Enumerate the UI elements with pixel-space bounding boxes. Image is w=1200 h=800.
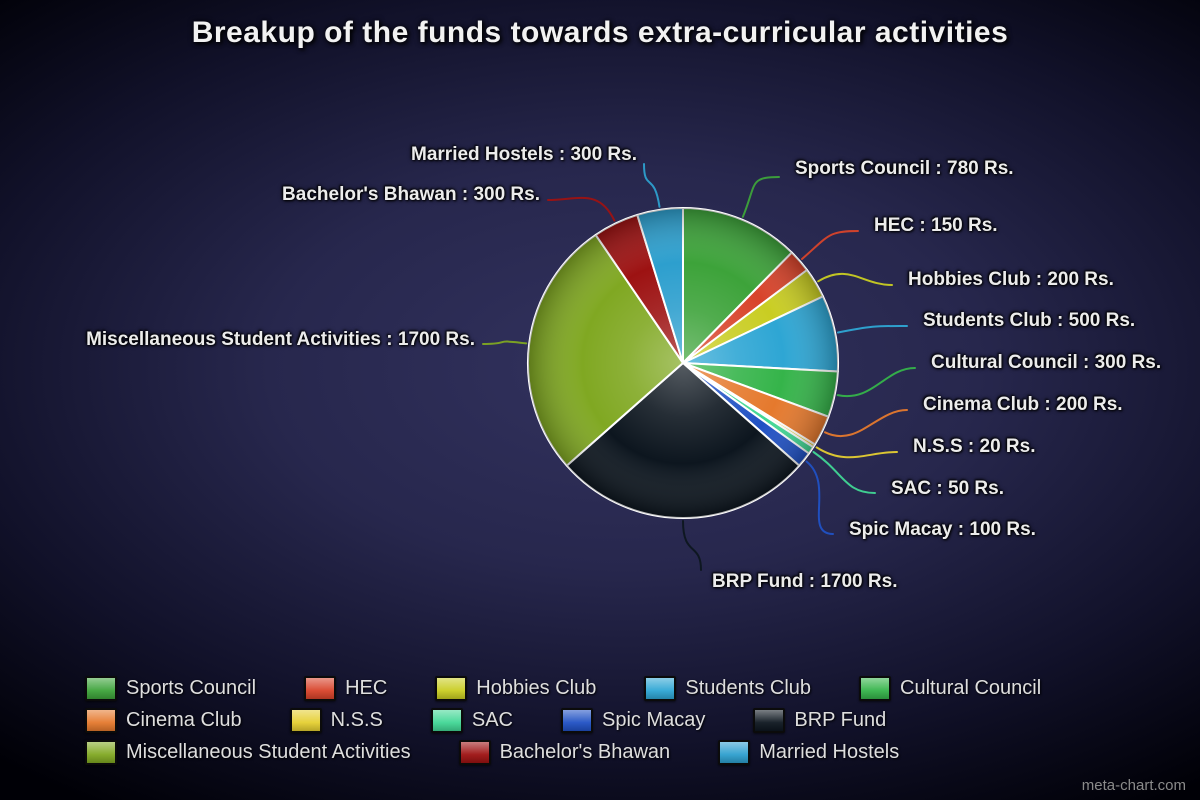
leader-line [682, 520, 702, 571]
slice-label: Students Club : 500 Rs. [923, 310, 1136, 331]
legend-label: N.S.S [330, 709, 383, 731]
legend-item: Hobbies Club [435, 676, 596, 701]
legend-swatch [85, 676, 117, 701]
legend-label: Spic Macay [601, 709, 706, 731]
chart-title: Breakup of the funds towards extra-curri… [191, 16, 1009, 49]
legend-label: BRP Fund [794, 709, 887, 731]
legend-row: Miscellaneous Student Activities Bachelor… [85, 740, 1041, 765]
legend-swatch [304, 676, 337, 701]
legend-swatch [644, 676, 677, 701]
legend-item: Spic Macay [560, 708, 706, 733]
legend-swatch [859, 676, 892, 701]
leader-line [837, 324, 908, 334]
legend-label: Bachelor's Bhawan [499, 741, 671, 763]
legend-swatch [753, 708, 786, 733]
legend-row: Cinema Club N.S.S SAC Spic Macay BRP Fund [85, 708, 1041, 733]
legend-label: Students Club [685, 677, 812, 699]
legend-item: HEC [304, 676, 387, 701]
leader-line [836, 367, 916, 398]
watermark: meta-chart.com [1081, 777, 1186, 794]
legend-label: Married Hostels [759, 741, 900, 763]
legend-label: HEC [345, 677, 388, 699]
slice-label: HEC : 150 Rs. [874, 215, 998, 236]
slice-label: Cinema Club : 200 Rs. [923, 394, 1123, 415]
legend-item: Miscellaneous Student Activities [85, 740, 411, 765]
leader-line [815, 446, 898, 459]
slice-label: Spic Macay : 100 Rs. [849, 519, 1036, 540]
leader-line [482, 340, 528, 345]
leader-line [547, 196, 616, 222]
slice-label: SAC : 50 Rs. [891, 478, 1004, 499]
legend-label: Cinema Club [126, 709, 242, 731]
legend-label: Cultural Council [900, 677, 1042, 699]
legend-item: Married Hostels [718, 740, 899, 765]
legend-row: Sports Council HEC Hobbies Club Students Cl… [85, 676, 1041, 701]
legend-item: BRP Fund [753, 708, 886, 733]
legend-item: SAC [430, 708, 513, 733]
leader-line [812, 451, 876, 494]
legend-item: Cultural Council [859, 676, 1041, 701]
legend-item: Sports Council [85, 676, 256, 701]
leader-line [817, 272, 893, 286]
legend-swatch [85, 708, 117, 733]
slice-label: Bachelor's Bhawan : 300 Rs. [282, 184, 540, 205]
leader-line [805, 460, 834, 535]
legend-swatch [718, 740, 751, 765]
slice-label: Miscellaneous Student Activities : 1700 … [86, 329, 475, 350]
leader-line [801, 230, 859, 260]
leader-line [741, 176, 780, 218]
legend-swatch [560, 708, 593, 733]
legend-item: Students Club [644, 676, 811, 701]
slice-label: Sports Council : 780 Rs. [795, 158, 1014, 179]
legend-swatch [430, 708, 463, 733]
slice-label: Hobbies Club : 200 Rs. [908, 269, 1114, 290]
legend-item: Cinema Club [85, 708, 242, 733]
legend-item: Bachelor's Bhawan [458, 740, 671, 765]
slice-label: Cultural Council : 300 Rs. [931, 352, 1162, 373]
legend-label: Hobbies Club [476, 677, 597, 699]
legend-item: N.S.S [289, 708, 383, 733]
legend-swatch [85, 740, 117, 765]
leader-line [824, 409, 908, 438]
legend-label: Sports Council [126, 677, 257, 699]
legend-swatch [435, 676, 468, 701]
leader-line [643, 163, 661, 208]
legend-swatch [289, 708, 322, 733]
slice-label: BRP Fund : 1700 Rs. [712, 571, 898, 592]
legend-label: Miscellaneous Student Activities [126, 741, 411, 763]
slice-label: N.S.S : 20 Rs. [913, 436, 1036, 457]
slice-label: Married Hostels : 300 Rs. [411, 144, 637, 165]
legend-label: SAC [471, 709, 513, 731]
legend: Sports Council HEC Hobbies Club Students Cl… [85, 676, 1041, 772]
legend-swatch [458, 740, 491, 765]
